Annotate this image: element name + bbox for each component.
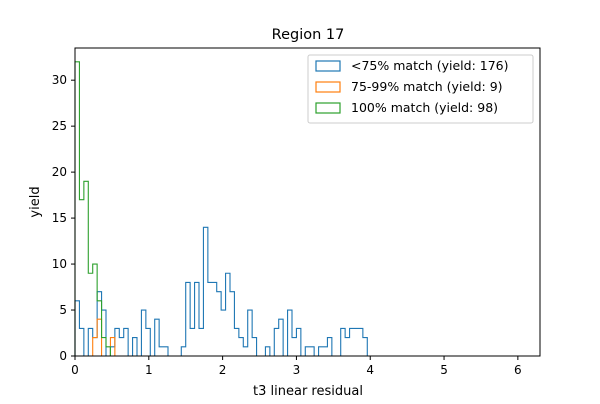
legend-swatch	[315, 81, 341, 93]
x-axis-label: t3 linear residual	[253, 384, 363, 399]
legend-swatch	[315, 60, 341, 72]
x-tick-label: 5	[440, 363, 448, 377]
chart-title: Region 17	[272, 27, 345, 43]
y-axis-ticks: 0 5 10 15 20 25 30	[52, 73, 75, 363]
legend-items: <75% match (yield: 176) 75-99% match (yie…	[315, 58, 509, 115]
legend-swatch	[315, 102, 341, 114]
legend-box	[307, 54, 534, 124]
y-tick-label: 5	[59, 303, 67, 317]
legend-label: 75-99% match (yield: 9)	[351, 79, 503, 94]
legend-label: <75% match (yield: 176)	[351, 58, 509, 73]
x-tick-label: 2	[219, 363, 227, 377]
y-tick-label: 0	[59, 349, 67, 363]
y-axis-label: yield	[28, 186, 43, 217]
legend: <75% match (yield: 176) 75-99% match (yie…	[307, 54, 534, 124]
x-tick-label: 3	[293, 363, 301, 377]
y-tick-label: 15	[52, 211, 67, 225]
x-tick-label: 6	[514, 363, 522, 377]
y-tick-label: 10	[52, 257, 67, 271]
x-tick-label: 1	[145, 363, 153, 377]
x-axis-ticks: 0 1 2 3 4 5 6	[71, 356, 522, 377]
x-tick-label: 4	[366, 363, 374, 377]
y-tick-label: 30	[52, 73, 67, 87]
plot-frame	[74, 47, 541, 357]
legend-label: 100% match (yield: 98)	[351, 100, 498, 115]
y-tick-label: 25	[52, 119, 67, 133]
y-tick-label: 20	[52, 165, 67, 179]
x-tick-label: 0	[71, 363, 79, 377]
